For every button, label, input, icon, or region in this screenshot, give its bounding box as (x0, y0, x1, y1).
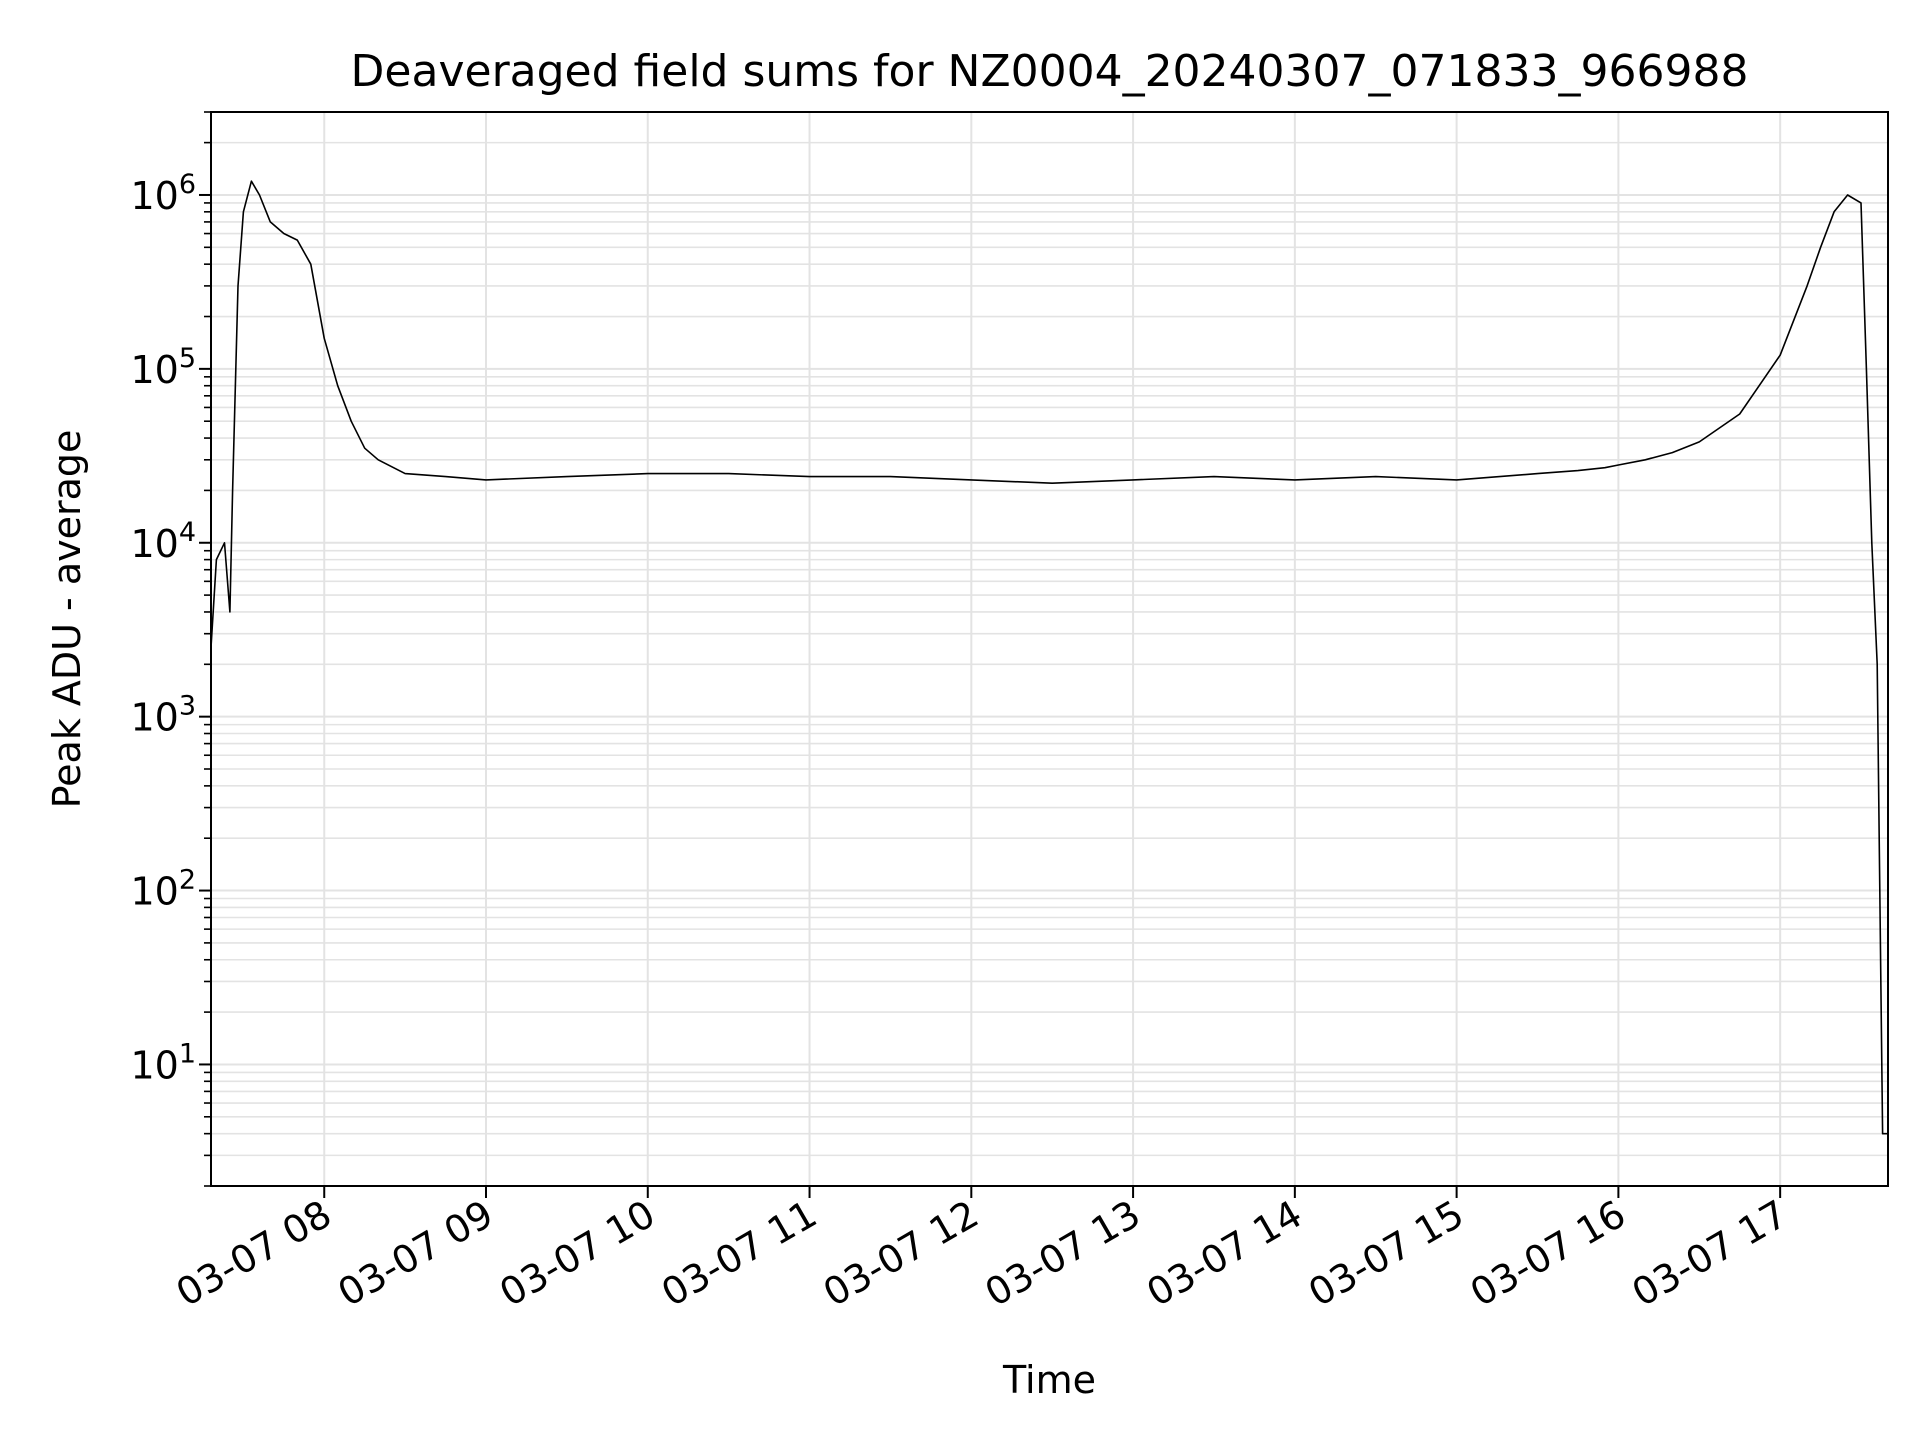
y-tick-label: 106 (130, 169, 196, 218)
y-tick-label: 104 (130, 517, 196, 566)
y-tick-label-base: 10 (130, 1043, 178, 1087)
y-tick-label-exponent: 2 (179, 865, 196, 896)
y-tick-label-base: 10 (130, 348, 178, 392)
series-layer (210, 180, 1888, 1135)
y-tick-label-exponent: 5 (179, 343, 196, 374)
y-tick-label: 102 (130, 865, 196, 914)
chart-title: Deaveraged field sums for NZ0004_2024030… (351, 46, 1749, 97)
y-tick-label-base: 10 (130, 522, 178, 566)
y-tick-label-exponent: 1 (179, 1038, 196, 1069)
y-tick-label-base: 10 (130, 696, 178, 740)
y-tick-label-exponent: 4 (179, 517, 196, 548)
y-axis-label: Peak ADU - average (45, 430, 89, 809)
y-tick-label-base: 10 (130, 174, 178, 218)
y-tick-label: 103 (130, 691, 196, 740)
y-tick-label-exponent: 6 (179, 169, 196, 200)
x-axis-label: Time (1002, 1358, 1096, 1402)
y-tick-label-exponent: 3 (179, 691, 196, 722)
y-tick-label-base: 10 (130, 870, 178, 914)
grid (211, 111, 1888, 1187)
series-line (210, 180, 1888, 1135)
y-tick-label: 101 (130, 1038, 196, 1087)
y-tick-label: 105 (130, 343, 196, 392)
axes-frame (210, 111, 1889, 1187)
